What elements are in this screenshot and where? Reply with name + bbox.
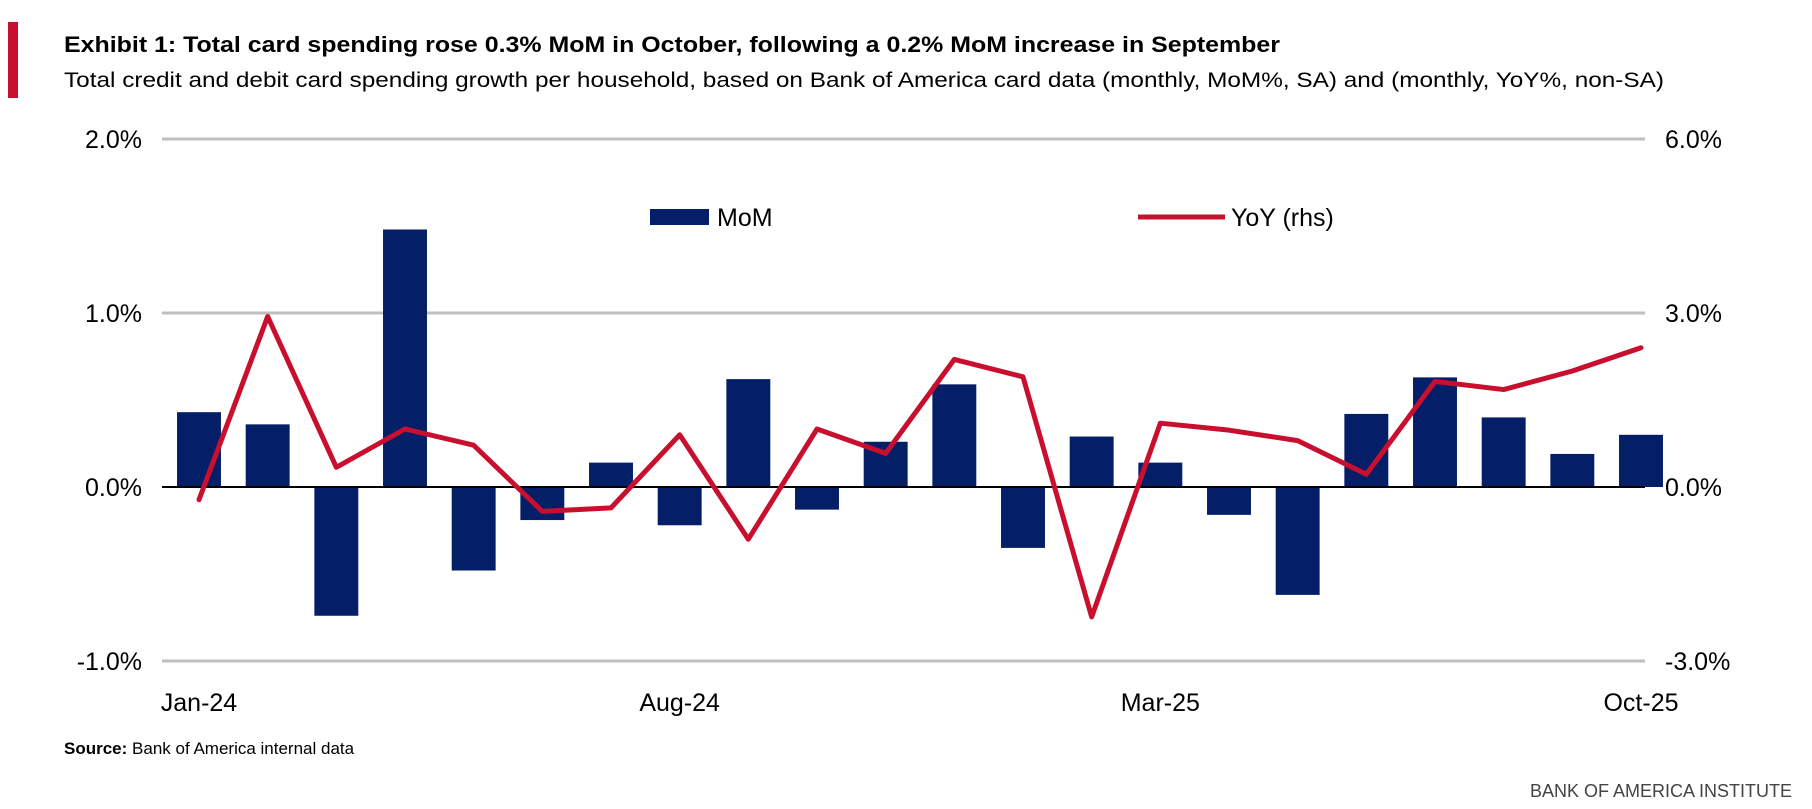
legend-label-mom: MoM (717, 204, 773, 232)
bar-mar-24 (314, 487, 358, 616)
legend: MoM YoY (rhs) (650, 204, 1334, 232)
brand-label: BANK OF AMERICA INSTITUTE (1530, 781, 1792, 801)
x-axis-ticks: Jan-24 Aug-24 Mar-25 Oct-25 (161, 689, 1679, 717)
source-label: Source: (64, 739, 127, 758)
left-axis-tick-label: 1.0% (85, 300, 142, 328)
left-axis-tick-label: 0.0% (85, 474, 142, 502)
bar-may-25 (1276, 487, 1320, 595)
left-axis-ticks: -1.0% 0.0% 1.0% 2.0% (77, 126, 142, 676)
x-axis-tick-label: Aug-24 (639, 689, 720, 717)
bar-apr-25 (1207, 487, 1251, 515)
bar-apr-24 (383, 229, 427, 487)
bar-series-mom (177, 229, 1663, 615)
right-axis-tick-label: 3.0% (1665, 300, 1722, 328)
bar-may-24 (452, 487, 496, 571)
bar-sep-25 (1550, 454, 1594, 487)
right-axis-ticks: -3.0% 0.0% 3.0% 6.0% (1665, 126, 1730, 676)
bar-jul-24 (589, 463, 633, 487)
bar-jun-24 (520, 487, 564, 520)
bar-jan-25 (1001, 487, 1045, 548)
legend-label-yoy: YoY (rhs) (1231, 204, 1334, 232)
bar-jul-25 (1413, 377, 1457, 487)
chart-subtitle: Total credit and debit card spending gro… (64, 69, 1664, 92)
right-axis-tick-label: 6.0% (1665, 126, 1722, 154)
left-axis-tick-label: -1.0% (77, 648, 142, 676)
right-axis-tick-label: 0.0% (1665, 474, 1722, 502)
right-axis-tick-label: -3.0% (1665, 648, 1730, 676)
bar-feb-24 (246, 424, 290, 487)
bar-feb-25 (1070, 437, 1114, 487)
left-axis-tick-label: 2.0% (85, 126, 142, 154)
source-text: Bank of America internal data (127, 739, 354, 758)
bar-dec-24 (932, 384, 976, 487)
bar-oct-24 (795, 487, 839, 510)
x-axis-tick-label: Mar-25 (1121, 689, 1200, 717)
x-axis-tick-label: Jan-24 (161, 689, 238, 717)
source-note: Source: Bank of America internal data (64, 739, 355, 758)
bar-sep-24 (726, 379, 770, 487)
bar-oct-25 (1619, 435, 1663, 487)
bar-jan-24 (177, 412, 221, 487)
x-axis-tick-label: Oct-25 (1603, 689, 1678, 717)
title-accent-bar (8, 22, 18, 98)
bar-aug-25 (1482, 417, 1526, 487)
chart-title: Exhibit 1: Total card spending rose 0.3%… (64, 32, 1280, 57)
bar-aug-24 (658, 487, 702, 525)
legend-swatch-mom (650, 209, 709, 225)
